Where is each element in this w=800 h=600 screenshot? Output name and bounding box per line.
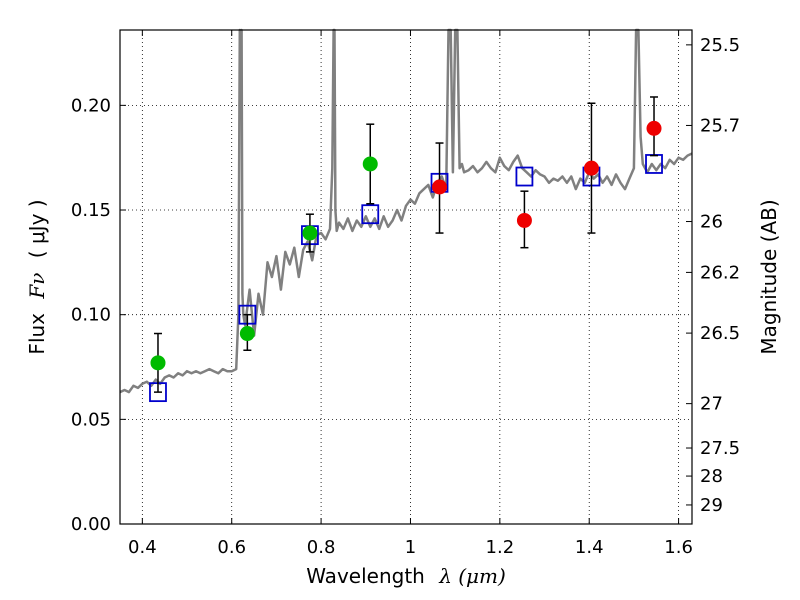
magnitude-tick-label: 26.5 (700, 323, 740, 344)
model-spectrum-line (119, 28, 693, 394)
x-tick-label: 1.4 (575, 537, 604, 558)
y-tick-label: 0.10 (71, 305, 111, 326)
x-axis-symbol: λ (μm) (438, 564, 506, 588)
y-tick-label: 0.20 (71, 95, 111, 116)
model-photometry-point (361, 204, 380, 225)
x-tick-label: 1.2 (486, 537, 515, 558)
nir-detection-point (432, 179, 448, 195)
y-tick-label: 0.15 (71, 200, 111, 221)
model-photometry-point (515, 166, 534, 187)
nir-detection-point (646, 120, 662, 136)
magnitude-tick-label: 26 (700, 212, 723, 233)
x-tick-label: 0.8 (307, 537, 336, 558)
magnitude-tick-label: 28 (700, 466, 723, 487)
grid (120, 30, 692, 524)
y-tick-label: 0.05 (71, 409, 111, 430)
optical-detection-point (150, 355, 166, 371)
right-axis-label: Magnitude (AB) (757, 199, 781, 354)
y-axis-label: Flux Fν ( μJy ) (25, 199, 49, 354)
y-tick-label: 0.00 (71, 514, 111, 535)
x-tick-label: 1.6 (664, 537, 693, 558)
x-tick-label: 0.4 (128, 537, 157, 558)
y-axis-label-text: Flux (25, 313, 49, 355)
magnitude-tick-label: 27 (700, 394, 723, 415)
optical-detection-point (302, 225, 318, 241)
magnitude-tick-label: 25.5 (700, 35, 740, 56)
plot-frame (119, 29, 693, 525)
optical-detection-point (362, 156, 378, 172)
y-axis-unit: ( μJy ) (25, 199, 49, 258)
x-tick-label: 0.6 (217, 537, 246, 558)
x-axis-label: Wavelength λ (μm) (306, 564, 506, 588)
x-tick-label: 1 (405, 537, 416, 558)
nir-detection-point (583, 160, 599, 176)
magnitude-tick-label: 27.5 (700, 438, 740, 459)
axis-ticks: 0.4 0.6 0.8 1 1.2 1.4 1.6 0.00 0.05 0.10 0.15 0.20 2… (71, 30, 740, 558)
x-axis-label-text: Wavelength (306, 564, 425, 588)
magnitude-tick-label: 29 (700, 495, 723, 516)
optical-detection-point (239, 326, 255, 342)
y-axis-symbol: Fν (25, 273, 49, 300)
magnitude-tick-label: 25.7 (700, 115, 740, 136)
nir-detection-point (516, 212, 532, 228)
magnitude-tick-label: 26.2 (700, 262, 740, 283)
data-series (119, 28, 693, 403)
